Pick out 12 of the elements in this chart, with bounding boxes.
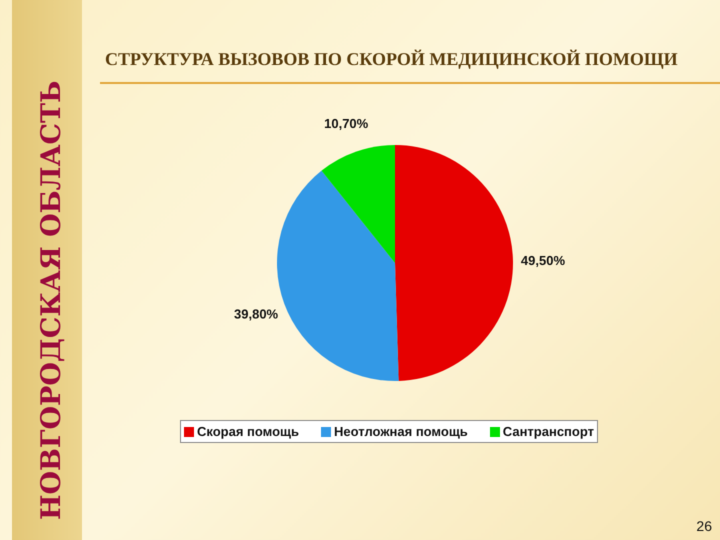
text: НОВГОРОДСКАЯ ОБЛАСТЬ (35, 80, 68, 520)
data-label: 10,70% (324, 116, 369, 131)
text: 26 (696, 518, 712, 534)
legend-label: Сантранспорт (502, 424, 594, 439)
data-label: 39,80% (234, 306, 279, 322)
legend-label: Неотложная помощь (334, 424, 468, 439)
legend-label: Скорая помощь (197, 424, 300, 439)
pie-slice (322, 145, 395, 263)
chart-title: СТРУКТУРА ВЫЗОВОВ ПО СКОРОЙ МЕДИЦИНСКОЙ ПОМОЩИ (105, 49, 679, 70)
pie-slice (395, 145, 513, 381)
pie-slice (277, 170, 399, 381)
data-label: 49,50% (520, 253, 566, 268)
